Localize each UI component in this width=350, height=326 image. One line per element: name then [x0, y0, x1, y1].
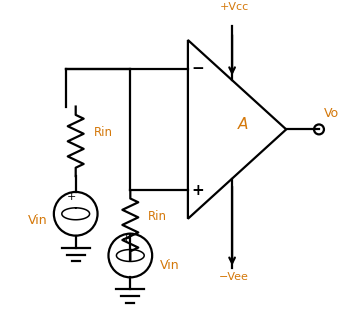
Text: +: + [67, 192, 76, 202]
Text: +Vcc: +Vcc [219, 2, 249, 12]
Text: −Vee: −Vee [219, 273, 249, 282]
Text: Vin: Vin [160, 259, 180, 273]
Text: −: − [191, 61, 204, 76]
Text: Vo: Vo [324, 108, 339, 121]
Text: +: + [122, 234, 131, 244]
Text: Vin: Vin [28, 214, 48, 227]
Text: A: A [237, 117, 248, 132]
Text: +: + [191, 183, 204, 198]
Text: Rin: Rin [93, 126, 113, 139]
Text: Rin: Rin [148, 210, 167, 223]
